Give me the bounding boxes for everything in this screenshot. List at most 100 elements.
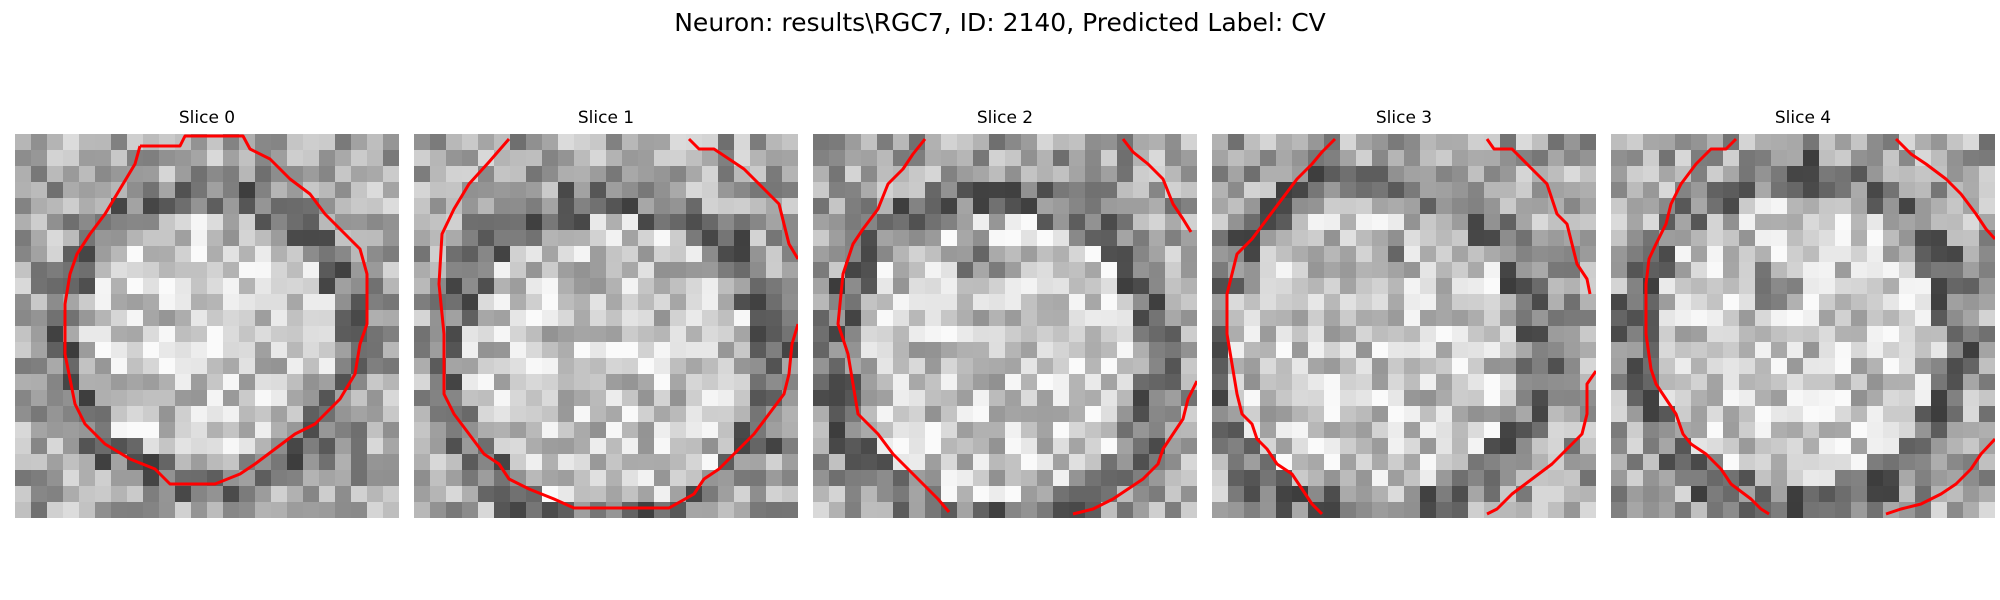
- pixel: [1580, 246, 1596, 263]
- pixel: [1388, 390, 1405, 407]
- pixel: [1931, 470, 1948, 487]
- pixel: [1739, 438, 1756, 455]
- pixel: [670, 470, 687, 487]
- pixel: [1356, 310, 1373, 327]
- pixel: [542, 390, 559, 407]
- pixel: [478, 438, 495, 455]
- pixel: [430, 390, 447, 407]
- pixel: [1292, 214, 1309, 231]
- pixel: [47, 166, 64, 183]
- pixel: [1260, 470, 1277, 487]
- pixel: [1643, 390, 1660, 407]
- pixel: [383, 390, 399, 407]
- pixel: [351, 150, 368, 167]
- pixel: [1069, 470, 1086, 487]
- pixel: [925, 150, 942, 167]
- pixel: [1340, 422, 1357, 439]
- pixel: [1340, 406, 1357, 423]
- pixel: [127, 134, 144, 151]
- pixel: [702, 422, 719, 439]
- pixel: [335, 390, 352, 407]
- pixel: [494, 422, 511, 439]
- pixel: [1643, 134, 1660, 151]
- pixel: [1675, 326, 1692, 343]
- pixel: [1308, 342, 1325, 359]
- pixel: [1755, 278, 1772, 295]
- pixel: [845, 358, 862, 375]
- pixel: [271, 246, 288, 263]
- pixel: [989, 454, 1006, 471]
- pixel: [1069, 438, 1086, 455]
- pixel: [1005, 262, 1022, 279]
- pixel: [1212, 230, 1229, 247]
- pixel: [1707, 214, 1724, 231]
- pixel: [766, 134, 783, 151]
- pixel: [1101, 134, 1118, 151]
- pixel: [319, 262, 336, 279]
- pixel: [782, 470, 798, 487]
- pixel: [686, 358, 703, 375]
- pixel: [750, 502, 767, 518]
- pixel: [383, 406, 399, 423]
- pixel: [143, 198, 160, 215]
- pixel: [1532, 390, 1549, 407]
- pixel: [1867, 470, 1884, 487]
- pixel: [414, 358, 431, 375]
- pixel: [1979, 246, 1995, 263]
- pixel: [319, 422, 336, 439]
- pixel: [750, 134, 767, 151]
- pixel: [414, 150, 431, 167]
- pixel: [239, 390, 256, 407]
- pixel: [478, 166, 495, 183]
- pixel: [1500, 230, 1517, 247]
- pixel: [1899, 182, 1916, 199]
- pixel: [1883, 374, 1900, 391]
- pixel: [925, 390, 942, 407]
- pixel: [893, 166, 910, 183]
- pixel: [574, 166, 591, 183]
- pixel: [255, 422, 272, 439]
- pixel: [223, 374, 240, 391]
- pixel: [909, 406, 926, 423]
- pixel: [829, 406, 846, 423]
- pixel: [510, 246, 527, 263]
- pixel: [207, 374, 224, 391]
- pixel: [1580, 294, 1596, 311]
- pixel: [925, 294, 942, 311]
- pixel: [1388, 438, 1405, 455]
- pixel: [861, 182, 878, 199]
- pixel: [1500, 294, 1517, 311]
- pixel: [558, 310, 575, 327]
- pixel: [1627, 422, 1644, 439]
- pixel: [702, 230, 719, 247]
- pixel: [462, 422, 479, 439]
- pixel: [973, 454, 990, 471]
- pixel: [319, 134, 336, 151]
- pixel: [1484, 374, 1501, 391]
- pixel: [909, 278, 926, 295]
- pixel: [909, 486, 926, 503]
- pixel: [766, 230, 783, 247]
- pixel: [766, 166, 783, 183]
- pixel: [143, 470, 160, 487]
- pixel: [1899, 262, 1916, 279]
- pixel: [654, 214, 671, 231]
- pixel: [95, 326, 112, 343]
- pixel: [1580, 310, 1596, 327]
- pixel: [1117, 406, 1134, 423]
- pixel: [1133, 294, 1150, 311]
- pixel: [813, 502, 830, 518]
- pixel: [1308, 294, 1325, 311]
- pixel: [1963, 326, 1980, 343]
- pixel: [143, 438, 160, 455]
- pixel: [542, 422, 559, 439]
- pixel: [1404, 374, 1421, 391]
- pixel: [31, 454, 48, 471]
- pixel: [1739, 342, 1756, 359]
- pixel: [1228, 342, 1245, 359]
- pixel: [861, 438, 878, 455]
- pixel: [255, 486, 272, 503]
- pixel: [1659, 262, 1676, 279]
- pixel: [494, 438, 511, 455]
- pixel: [606, 486, 623, 503]
